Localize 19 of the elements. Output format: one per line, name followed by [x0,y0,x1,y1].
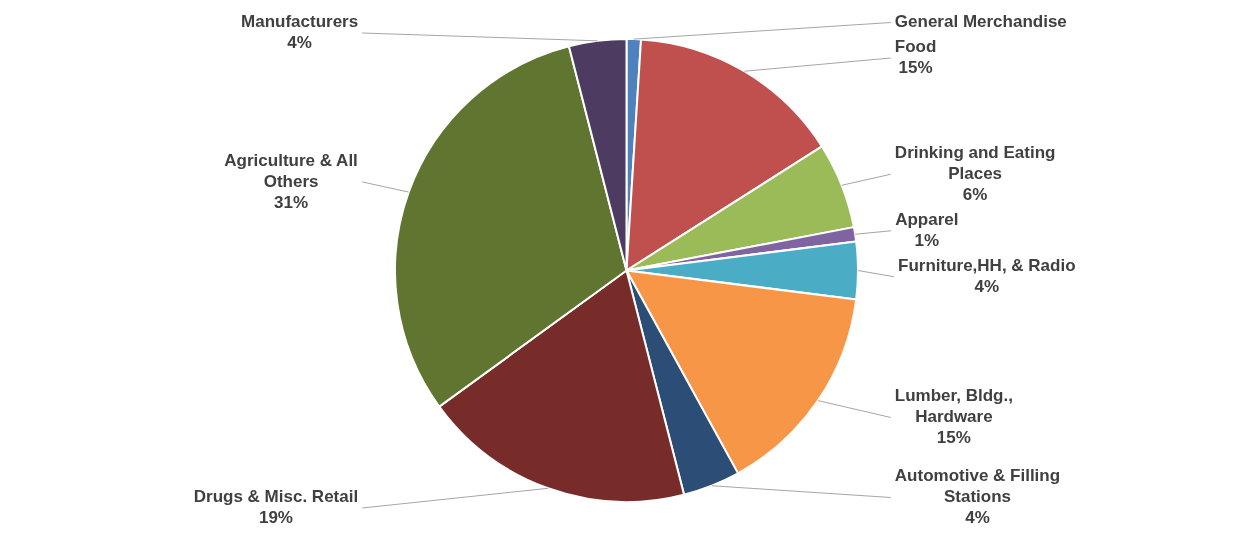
data-label: 6% [962,184,988,204]
slice-label: Manufacturers [241,12,359,32]
data-label: 4% [965,508,990,528]
slice-label: Agriculture & All Others [224,150,358,191]
slice-label: General Merchandise [894,12,1067,32]
slice-label: Drinking and Eating Places [894,142,1056,183]
slice-label: Drugs & Misc. Retail [193,487,359,507]
data-label: 19% [258,508,293,528]
slice-label: Apparel [895,209,959,229]
data-label: 1% [914,230,940,250]
data-label: 31% [274,192,309,212]
slice-label: Furniture,HH, & Radio [898,255,1076,275]
data-label: 15% [936,428,971,448]
data-label: 4% [287,33,312,53]
data-label: 4% [974,276,1000,296]
data-label: 15% [898,58,933,78]
slice-label: Automotive & Filling Stations [894,466,1061,507]
slice-label: Food [894,37,937,57]
slice-label: Lumber, Bldg., Hardware [894,386,1013,427]
